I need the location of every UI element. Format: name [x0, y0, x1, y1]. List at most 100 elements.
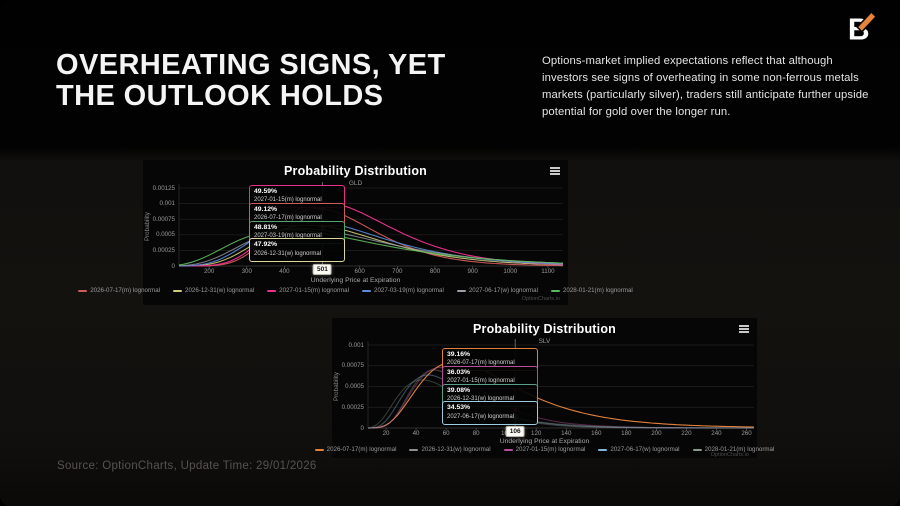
x-axis-tick-label: 1000 — [503, 268, 518, 275]
chart-menu-icon[interactable] — [550, 167, 560, 176]
legend-item-label: 2027-01-15(m) lognormal — [279, 287, 349, 294]
tooltip-label: 2027-01-15(m) lognormal — [254, 197, 322, 204]
plot-area — [367, 339, 755, 431]
tooltip-label: 2026-07-17(m) lognormal — [447, 360, 515, 367]
legend-dash-icon — [409, 448, 419, 451]
y-axis-tick-label: 0.0005 — [345, 383, 364, 390]
legend-item-label: 2026-12-31(w) lognormal — [185, 287, 255, 294]
chart-legend: 2026-07-17(m) lognormal 2026-12-31(w) log… — [314, 446, 774, 453]
chart-watermark: OptionCharts.io — [710, 452, 749, 458]
legend-dash-icon — [78, 289, 88, 292]
series-curve — [368, 369, 754, 429]
chart-title: Probability Distribution — [284, 164, 427, 178]
legend-dash-icon — [692, 448, 702, 451]
y-axis-tick-label: 0 — [171, 262, 175, 270]
x-axis-tick-label: 120 — [531, 430, 542, 437]
series-curve — [179, 208, 564, 267]
y-axis-title: Probability — [144, 212, 151, 242]
x-axis-tick-label: 900 — [467, 268, 478, 275]
legend-item[interactable]: 2026-07-17(m) lognormal — [78, 287, 160, 294]
x-axis-tick-label: 600 — [354, 268, 365, 275]
legend-item-label: 2027-03-19(m) lognormal — [374, 287, 444, 294]
series-curve — [178, 219, 564, 267]
x-axis-tick-label: 260 — [741, 430, 752, 437]
series-tooltip: 47.92% 2026-12-31(w) lognormal — [249, 238, 345, 262]
tooltip-label: 2027-03-19(m) lognormal — [254, 232, 322, 239]
y-axis-tick-label: 0.00075 — [341, 362, 364, 370]
tooltip-value: 34.53% — [447, 404, 471, 412]
x-axis-tick-label: 300 — [241, 268, 252, 275]
y-axis-tick-label: 0.001 — [348, 341, 364, 349]
y-axis-tick-label: 0.0005 — [156, 231, 175, 239]
legend-item-label: 2027-01-15(m) lognormal — [515, 446, 586, 453]
series-curve — [178, 229, 564, 266]
y-axis-tick-label: 0 — [360, 424, 364, 432]
y-axis-tick-label: 0.00025 — [152, 246, 175, 254]
x-axis-tick-label: 160 — [591, 430, 602, 437]
series-curve — [367, 374, 754, 429]
legend-item[interactable]: 2027-06-17(w) lognormal — [598, 446, 680, 453]
x-axis-tick-label: 140 — [561, 430, 572, 437]
legend-item[interactable]: 2028-01-21(m) lognormal — [692, 446, 775, 453]
chart-panel-gld: Probability Distribution GLD 0.00125 0.001 0… — [78, 160, 633, 305]
x-axis-tick-label: 20 — [382, 430, 390, 437]
legend-item[interactable]: 2028-01-21(m) lognormal — [550, 287, 633, 294]
x-axis-tick-label: 240 — [711, 430, 722, 437]
legend-item-label: 2028-01-21(m) lognormal — [704, 446, 775, 453]
tooltip-label: 2027-01-15(m) lognormal — [447, 377, 515, 384]
y-axis-tick-label: 0.00025 — [341, 403, 364, 411]
tooltip-label: 2026-12-31(w) lognormal — [254, 250, 322, 257]
price-marker-label: 106 — [505, 426, 525, 437]
legend-item-label: 2028-01-21(m) lognormal — [562, 287, 633, 294]
x-axis-tick-label: 200 — [651, 430, 662, 437]
legend-item-label: 2026-12-31(w) lognormal — [421, 446, 491, 453]
page-title-line2: THE OUTLOOK HOLDS — [56, 80, 384, 113]
x-axis-tick-label: 80 — [472, 430, 480, 437]
page-description: Options-market implied expectations refl… — [542, 55, 869, 118]
y-axis-tick-label: 0.00125 — [152, 184, 175, 192]
tooltip-label: 2026-07-17(m) lognormal — [254, 214, 322, 221]
x-axis-title: Underlying Price at Expiration — [310, 277, 401, 284]
y-axis-tick-label: 0.001 — [159, 200, 175, 208]
legend-item[interactable]: 2026-12-31(w) lognormal — [409, 446, 491, 453]
chart-menu-icon[interactable] — [739, 325, 749, 334]
legend-item[interactable]: 2026-07-17(m) lognormal — [314, 446, 397, 453]
page-title-line1: OVERHEATING SIGNS, YET — [56, 49, 446, 81]
legend-item[interactable]: 2027-01-15(m) lognormal — [503, 446, 586, 453]
x-axis-tick-label: 800 — [429, 268, 441, 275]
chart-panel-slv: Probability Distribution SLV 0.001 0.00075 0… — [314, 318, 774, 458]
legend-dash-icon — [314, 448, 324, 451]
chart-subtitle: GLD — [348, 180, 363, 187]
legend-dash-icon — [503, 448, 513, 451]
x-axis-tick-label: 700 — [392, 268, 403, 275]
series-tooltip: 34.53% 2027-06-17(w) lognormal — [442, 401, 538, 425]
chart-watermark: OptionCharts.io — [521, 296, 560, 302]
legend-dash-icon — [267, 289, 277, 292]
tooltip-value: 49.12% — [254, 205, 278, 213]
y-axis-title: Probability — [333, 372, 340, 401]
x-axis-tick-label: 60 — [442, 430, 450, 437]
chart-legend: 2026-07-17(m) lognormal 2026-12-31(w) log… — [78, 287, 633, 294]
legend-item[interactable]: 2026-12-31(w) lognormal — [173, 287, 254, 294]
legend-dash-icon — [598, 448, 608, 451]
x-axis-tick-label: 180 — [621, 430, 632, 437]
legend-item-label: 2026-07-17(m) lognormal — [326, 446, 397, 453]
tooltip-value: 47.92% — [254, 241, 278, 249]
series-curve — [368, 366, 755, 429]
tooltip-value: 49.59% — [254, 188, 278, 195]
series-curve — [367, 361, 755, 429]
page-title: OVERHEATING SIGNS, YET THE OUTLOOK HOLDS — [56, 49, 446, 113]
legend-item[interactable]: 2027-03-19(m) lognormal — [362, 287, 444, 294]
x-axis-tick-label: 400 — [279, 268, 290, 275]
legend-item[interactable]: 2027-06-17(w) lognormal — [456, 287, 538, 294]
legend-dash-icon — [456, 289, 466, 292]
x-axis-tick-label: 40 — [412, 430, 420, 437]
chart-title: Probability Distribution — [473, 322, 616, 336]
price-marker-label: 501 — [312, 264, 332, 275]
legend-item[interactable]: 2027-01-15(m) lognormal — [267, 287, 349, 294]
brand-logo-icon: B — [845, 10, 878, 46]
y-axis-tick-label: 0.00075 — [152, 215, 175, 223]
tooltip-value: 36.03% — [447, 368, 471, 376]
series-curve — [179, 224, 564, 267]
